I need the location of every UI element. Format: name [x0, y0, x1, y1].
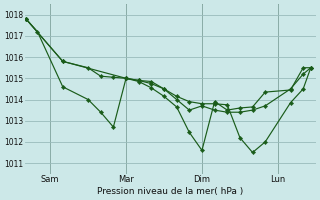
- X-axis label: Pression niveau de la mer( hPa ): Pression niveau de la mer( hPa ): [97, 187, 244, 196]
